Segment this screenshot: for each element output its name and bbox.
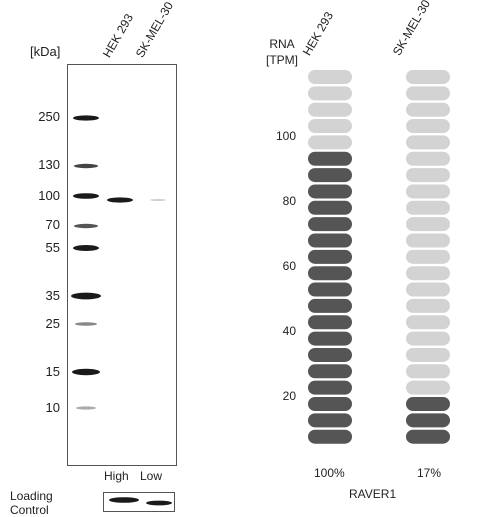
rna-pill-hek293 — [308, 298, 352, 313]
rna-pill-hek293 — [308, 119, 352, 134]
rna-pill-hek293 — [308, 184, 352, 199]
loading-band-skmel30 — [146, 500, 172, 506]
rna-tick-80: 80 — [282, 194, 296, 208]
rna-pill-hek293 — [308, 413, 352, 428]
rna-pill-skmel30 — [406, 298, 450, 313]
loading-control-bands — [109, 497, 172, 506]
rna-pill-skmel30 — [406, 70, 450, 84]
ladder-band-100 — [73, 193, 99, 199]
rna-pill-hek293 — [308, 429, 352, 444]
marker-130: 130 — [38, 157, 60, 172]
blot-bands — [71, 115, 166, 410]
rna-header-line2: [TPM] — [266, 53, 298, 67]
loading-label-line1: Loading — [10, 489, 53, 503]
rna-pill-hek293 — [308, 380, 352, 395]
rna-pill-hek293 — [308, 102, 352, 117]
ladder-band-70 — [74, 223, 98, 229]
rna-pill-hek293 — [308, 397, 352, 411]
rna-pill-hek293 — [308, 249, 352, 264]
rna-pill-skmel30 — [406, 266, 450, 281]
rna-pill-hek293 — [308, 315, 352, 330]
rna-pill-skmel30 — [406, 347, 450, 362]
western-blot-membrane — [67, 64, 177, 466]
marker-35: 35 — [45, 288, 60, 303]
rna-percent-skmel30: 17% — [417, 466, 442, 480]
skmel30-band — [150, 199, 166, 201]
rna-header-line1: RNA — [269, 37, 295, 51]
loading-control-strip — [103, 492, 175, 512]
marker-10: 10 — [45, 400, 60, 415]
kda-unit-label: [kDa] — [30, 44, 61, 59]
marker-15: 15 — [45, 364, 60, 379]
rna-tick-40: 40 — [282, 324, 296, 338]
marker-250: 250 — [38, 109, 60, 124]
rna-pill-hek293 — [308, 70, 352, 84]
rna-pill-skmel30 — [406, 135, 450, 150]
rna-pill-skmel30 — [406, 217, 450, 232]
rna-pill-skmel30 — [406, 233, 450, 248]
rna-pill-skmel30 — [406, 331, 450, 346]
ladder-band-10 — [76, 406, 96, 410]
rna-pill-hek293 — [308, 200, 352, 215]
rna-pill-skmel30 — [406, 315, 450, 330]
rna-pill-skmel30 — [406, 397, 450, 411]
rna-pill-hek293 — [308, 217, 352, 232]
ladder-band-25 — [75, 322, 97, 326]
ladder-band-35 — [71, 292, 101, 300]
rna-pill-skmel30 — [406, 200, 450, 215]
ladder-band-55 — [73, 245, 99, 251]
rna-pill-skmel30 — [406, 151, 450, 166]
rna-pill-hek293 — [308, 331, 352, 346]
ladder-band-15 — [72, 368, 100, 376]
gene-name: RAVER1 — [349, 487, 397, 501]
marker-55: 55 — [45, 240, 60, 255]
rna-pill-skmel30 — [406, 102, 450, 117]
rna-pill-hek293 — [308, 364, 352, 379]
rna-pill-skmel30 — [406, 413, 450, 428]
rna-pill-skmel30 — [406, 429, 450, 444]
loading-band-hek293 — [109, 497, 139, 503]
rna-pill-skmel30 — [406, 249, 450, 264]
ladder-band-250 — [73, 115, 99, 121]
rna-pill-hek293 — [308, 233, 352, 248]
rna-pill-skmel30 — [406, 380, 450, 395]
rna-pill-skmel30 — [406, 184, 450, 199]
marker-25: 25 — [45, 316, 60, 331]
rna-header: RNA [TPM] — [266, 36, 298, 68]
rna-pill-skmel30 — [406, 364, 450, 379]
rna-pill-hek293 — [308, 347, 352, 362]
level-low: Low — [140, 469, 163, 483]
rna-pill-hek293 — [308, 151, 352, 166]
rna-pill-hek293 — [308, 86, 352, 101]
rna-pill-hek293 — [308, 135, 352, 150]
marker-100: 100 — [38, 188, 60, 203]
rna-pill-hek293 — [308, 266, 352, 281]
rna-pill-skmel30 — [406, 86, 450, 101]
rna-pill-skmel30 — [406, 168, 450, 183]
ladder-band-130 — [74, 163, 98, 169]
rna-pill-hek293 — [308, 168, 352, 183]
rna-percent-hek293: 100% — [314, 466, 345, 480]
rna-pill-hek293 — [308, 282, 352, 297]
rna-tick-100: 100 — [275, 129, 296, 143]
rna-pill-skmel30 — [406, 119, 450, 134]
hek293-band — [107, 197, 133, 203]
level-high: High — [104, 469, 129, 483]
rna-pill-skmel30 — [406, 282, 450, 297]
rna-tick-60: 60 — [282, 259, 296, 273]
marker-70: 70 — [45, 217, 60, 232]
rna-tick-20: 20 — [282, 389, 296, 403]
